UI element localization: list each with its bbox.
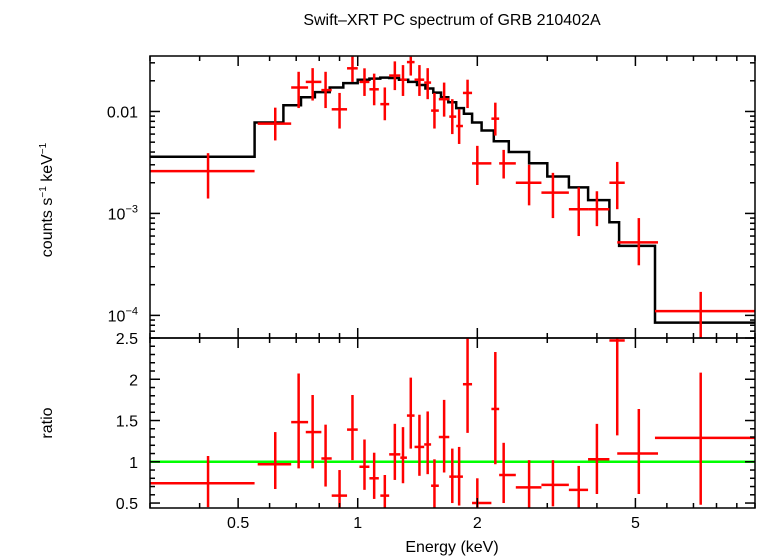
ratio-y-axis-label: ratio xyxy=(39,407,56,438)
ratio-panel: 0.5 1 1.5 2 2.5 0.5 1 2 5 xyxy=(116,331,756,532)
ratio-point xyxy=(491,352,500,465)
data-point xyxy=(389,61,401,91)
y-tick-exponent: −4 xyxy=(125,305,138,317)
data-point xyxy=(654,291,755,338)
x-axis-label: Energy (keV) xyxy=(405,539,498,556)
data-point xyxy=(331,92,348,129)
y-tick-label: 1.5 xyxy=(116,414,138,431)
y-tick-label: 1 xyxy=(129,455,138,472)
data-point xyxy=(449,99,457,135)
ratio-point xyxy=(499,442,516,504)
x-tick-label: 1 xyxy=(353,515,362,532)
x-tick-label: 0.5 xyxy=(227,515,249,532)
ratio-point xyxy=(424,411,432,475)
y-label-main: counts s xyxy=(39,198,56,258)
ratio-point xyxy=(150,456,255,508)
ratio-point xyxy=(400,427,407,484)
ratio-point xyxy=(389,423,401,480)
ratio-point xyxy=(515,460,542,508)
data-point xyxy=(400,65,407,96)
data-point xyxy=(291,71,309,109)
ratio-point xyxy=(588,423,610,494)
ratio-point xyxy=(406,377,415,449)
data-point xyxy=(462,79,473,109)
y-tick-label: 0.01 xyxy=(107,104,138,121)
y-tick-base: 10 xyxy=(108,308,126,325)
ratio-point xyxy=(456,446,463,506)
spectrum-panel-frame xyxy=(149,55,756,339)
data-point xyxy=(305,68,322,101)
ratio-point xyxy=(462,338,473,433)
ratio-point xyxy=(654,372,755,505)
data-point xyxy=(541,172,569,219)
y-tick-label: 0.5 xyxy=(116,496,138,513)
ratio-point xyxy=(449,448,457,504)
data-point xyxy=(438,82,450,117)
ratio-data-points xyxy=(150,338,755,508)
ratio-y-tick-labels: 0.5 1 1.5 2 2.5 xyxy=(116,331,138,513)
data-point xyxy=(588,191,610,227)
x-tick-label: 5 xyxy=(631,515,640,532)
data-point xyxy=(321,71,332,109)
ratio-point xyxy=(431,459,439,508)
ratio-point xyxy=(321,424,332,487)
y-tick-label: 10−4 xyxy=(108,305,138,325)
data-point xyxy=(369,73,379,106)
data-point xyxy=(414,65,425,96)
chart-title: Swift–XRT PC spectrum of GRB 210402A xyxy=(303,12,601,29)
data-point xyxy=(424,68,432,100)
ratio-point xyxy=(472,478,492,508)
data-point xyxy=(456,109,463,144)
model-line xyxy=(150,76,755,324)
y-tick-base: 10 xyxy=(108,206,126,223)
ratio-point xyxy=(291,373,309,469)
data-point xyxy=(380,87,390,121)
data-point xyxy=(406,56,415,76)
ratio-point xyxy=(359,439,370,490)
data-point xyxy=(617,218,659,266)
y-label-sup2: −1 xyxy=(38,142,49,154)
y-tick-base: 0.01 xyxy=(107,104,138,121)
ratio-point xyxy=(331,470,348,508)
ratio-panel-frame xyxy=(149,337,756,509)
y-tick-exponent: −3 xyxy=(125,203,138,215)
data-point xyxy=(472,145,492,186)
y-tick-label: 2.5 xyxy=(116,331,138,348)
ratio-point xyxy=(414,414,425,476)
ratio-point xyxy=(609,338,625,436)
spectrum-axis-ticks xyxy=(149,56,756,339)
data-point xyxy=(347,56,358,82)
data-point xyxy=(431,92,439,129)
spectrum-data-points xyxy=(150,56,755,338)
x-tick-label: 2 xyxy=(473,515,482,532)
ratio-point xyxy=(568,465,589,508)
ratio-point xyxy=(369,452,379,499)
data-point xyxy=(491,102,500,136)
ratio-point xyxy=(380,474,390,508)
data-point xyxy=(359,68,370,96)
data-point xyxy=(499,149,516,179)
x-tick-labels: 0.5 1 2 5 xyxy=(227,515,640,532)
data-point xyxy=(609,161,625,210)
ratio-point xyxy=(257,432,292,490)
spectrum-y-axis-label: counts s−1 keV−1 xyxy=(38,142,56,257)
ratio-point xyxy=(541,460,569,507)
model-step-path xyxy=(150,76,755,324)
data-point xyxy=(150,153,255,199)
ratio-point xyxy=(617,408,659,494)
data-point xyxy=(568,187,589,237)
ratio-point xyxy=(305,394,322,469)
ratio-point xyxy=(347,394,358,461)
y-tick-label: 2 xyxy=(129,372,138,389)
y-label-sup1: −1 xyxy=(38,186,49,198)
data-point xyxy=(515,164,542,206)
ratio-point xyxy=(438,399,450,473)
y-tick-label: 10−3 xyxy=(108,203,138,223)
data-point xyxy=(257,107,292,141)
y-label-mid: keV xyxy=(39,154,56,186)
